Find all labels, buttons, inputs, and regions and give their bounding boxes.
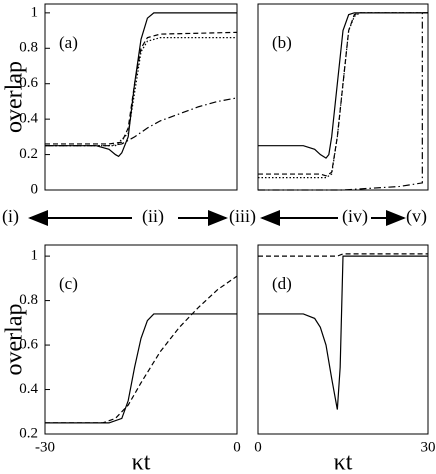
- panel: 0.4 0.6 0.8 1 -30 0 (c) overlap κt: [2, 244, 241, 474]
- plot-frame: [257, 3, 429, 191]
- stage-label: (iv): [342, 206, 368, 227]
- panel: (b): [257, 3, 429, 191]
- x-tick-label: 0: [254, 439, 262, 455]
- panel-label: (b): [272, 33, 292, 52]
- line-series: [258, 12, 428, 159]
- y-tick-label: 1: [31, 248, 39, 264]
- plot-frame: [44, 244, 238, 435]
- plot-frame: [44, 3, 238, 191]
- stage-label: (ii): [142, 206, 164, 227]
- panel: 0 30 (d) κt: [254, 244, 436, 474]
- line-series: [45, 313, 237, 424]
- line-series: [258, 12, 428, 177]
- y-tick-label: 0.6: [19, 75, 38, 91]
- panel: 0 0.2 0.4 0.6 0.8 1 (a) overlap: [2, 3, 238, 197]
- y-tick-label: 0.8: [19, 40, 38, 56]
- line-series: [258, 253, 428, 257]
- x-tick-label: 30: [421, 439, 436, 455]
- y-tick-label: 0: [31, 181, 39, 197]
- panel-label: (c): [59, 274, 78, 293]
- x-axis-label: κt: [334, 450, 353, 474]
- line-series: [45, 37, 237, 147]
- x-axis-label: κt: [132, 450, 151, 474]
- x-tick-label: -30: [35, 439, 55, 455]
- y-tick-label: 0.6: [19, 336, 38, 352]
- x-tick-label: 0: [233, 439, 241, 455]
- y-tick-label: 0.4: [19, 381, 38, 397]
- stage-row: (i) (ii) (iii) (iv) (v): [2, 206, 427, 227]
- line-series: [258, 12, 428, 179]
- stage-label: (iii): [229, 206, 256, 227]
- y-axis-label: overlap: [2, 61, 28, 133]
- line-series: [258, 12, 428, 191]
- line-series: [45, 31, 238, 145]
- y-tick-label: 1: [31, 4, 39, 20]
- plot-frame: [257, 244, 429, 435]
- panel-label: (d): [272, 274, 292, 293]
- y-tick-label: 0.4: [19, 111, 38, 127]
- y-axis-label: overlap: [2, 304, 28, 376]
- y-tick-label: 0.2: [19, 425, 38, 441]
- stage-label: (i): [2, 206, 19, 227]
- y-tick-label: 0.8: [19, 292, 38, 308]
- line-series: [45, 12, 237, 158]
- line-series: [45, 97, 238, 147]
- line-series: [45, 275, 238, 424]
- stage-label: (v): [406, 206, 427, 227]
- line-series: [258, 255, 428, 410]
- panel-label: (a): [59, 33, 78, 52]
- y-tick-label: 0.2: [19, 146, 38, 162]
